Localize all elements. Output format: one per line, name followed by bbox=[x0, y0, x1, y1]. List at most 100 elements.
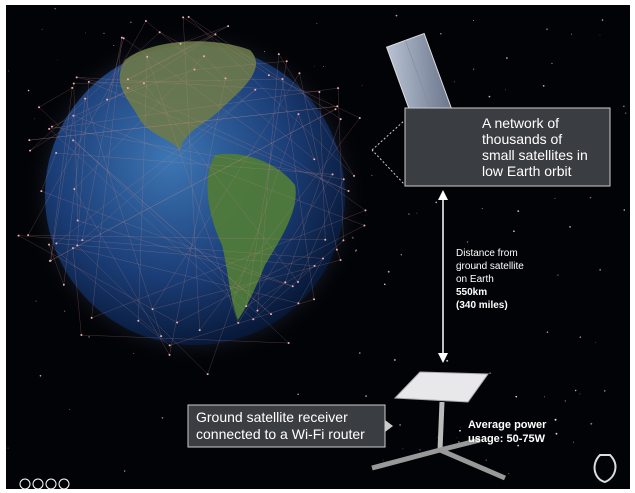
star bbox=[7, 447, 9, 449]
network-link bbox=[336, 249, 341, 261]
star bbox=[408, 213, 410, 215]
network-node bbox=[237, 321, 240, 324]
network-node bbox=[27, 234, 30, 237]
network-link bbox=[73, 78, 283, 84]
network-link bbox=[257, 282, 286, 311]
network-node bbox=[168, 344, 171, 347]
star bbox=[544, 396, 546, 398]
star bbox=[402, 448, 404, 450]
network-link bbox=[152, 259, 341, 310]
network-node bbox=[206, 373, 209, 376]
network-node bbox=[146, 55, 149, 58]
network-link bbox=[282, 78, 315, 300]
network-node bbox=[322, 257, 325, 260]
receiver-label-box bbox=[187, 404, 386, 448]
star bbox=[85, 32, 87, 34]
network-link bbox=[159, 32, 181, 44]
star bbox=[64, 310, 66, 312]
network-link bbox=[180, 25, 229, 44]
network-link bbox=[49, 128, 254, 320]
network-node bbox=[160, 335, 163, 338]
network-link bbox=[207, 114, 299, 375]
network-link bbox=[82, 37, 123, 241]
network-link bbox=[176, 225, 365, 323]
network-link bbox=[18, 235, 178, 323]
network-node bbox=[179, 42, 182, 45]
star bbox=[359, 352, 361, 354]
star bbox=[33, 118, 35, 120]
star bbox=[297, 393, 299, 396]
star bbox=[88, 335, 90, 338]
star bbox=[485, 459, 487, 461]
star bbox=[440, 32, 442, 35]
network-node bbox=[176, 321, 179, 324]
network-node bbox=[337, 87, 340, 90]
star bbox=[459, 427, 461, 428]
network-node bbox=[76, 219, 79, 222]
star bbox=[399, 423, 402, 426]
network-link bbox=[28, 234, 326, 240]
network-node bbox=[62, 283, 65, 286]
network-node bbox=[252, 318, 255, 321]
network-node bbox=[291, 285, 294, 288]
star bbox=[39, 374, 42, 377]
network-node bbox=[267, 74, 270, 77]
network-node bbox=[324, 238, 327, 241]
network-link bbox=[50, 87, 73, 261]
network-node bbox=[318, 90, 321, 93]
distance-label: Distance from ground satellite on Earth … bbox=[456, 248, 527, 311]
network-link bbox=[29, 106, 338, 141]
network-node bbox=[245, 305, 248, 308]
star bbox=[599, 269, 601, 271]
star bbox=[382, 459, 384, 461]
south-america bbox=[207, 153, 296, 320]
network-link bbox=[38, 107, 289, 344]
network-link bbox=[48, 244, 162, 337]
network-link bbox=[56, 89, 256, 244]
network-link bbox=[143, 83, 299, 283]
network-node bbox=[339, 118, 342, 121]
network-link bbox=[194, 61, 287, 70]
network-link bbox=[73, 115, 365, 226]
network-node bbox=[297, 302, 300, 305]
network-link bbox=[319, 91, 326, 240]
network-link bbox=[56, 152, 333, 175]
network-node bbox=[38, 106, 41, 109]
network-node bbox=[120, 36, 123, 39]
network-node bbox=[151, 308, 154, 311]
network-node bbox=[126, 86, 129, 89]
network-link bbox=[41, 190, 293, 287]
network-link bbox=[127, 25, 229, 80]
star bbox=[41, 28, 43, 30]
network-node bbox=[334, 108, 337, 111]
network-link bbox=[76, 77, 320, 93]
star bbox=[437, 436, 438, 438]
network-link bbox=[138, 56, 148, 321]
network-link bbox=[169, 299, 315, 346]
network-link bbox=[188, 16, 341, 120]
star bbox=[513, 230, 515, 233]
network-link bbox=[77, 245, 208, 375]
network-link bbox=[49, 87, 339, 130]
north-america bbox=[119, 41, 257, 150]
network-node bbox=[81, 239, 84, 242]
network-link bbox=[182, 17, 200, 331]
network-node bbox=[342, 239, 345, 242]
star bbox=[161, 417, 164, 419]
network-node bbox=[49, 259, 52, 262]
receiver-label: Ground satellite receiver connected to a… bbox=[196, 409, 365, 442]
network-node bbox=[270, 313, 273, 316]
network-node bbox=[137, 319, 140, 322]
star bbox=[473, 68, 475, 70]
network-link bbox=[203, 56, 226, 79]
network-link bbox=[63, 98, 86, 285]
network-node bbox=[168, 353, 171, 356]
network-node bbox=[28, 139, 31, 142]
network-link bbox=[127, 34, 216, 80]
network-node bbox=[55, 151, 58, 154]
network-node bbox=[142, 82, 145, 85]
network-link bbox=[188, 16, 355, 177]
star bbox=[57, 59, 59, 61]
network-link bbox=[278, 54, 355, 177]
network-link bbox=[246, 61, 287, 307]
